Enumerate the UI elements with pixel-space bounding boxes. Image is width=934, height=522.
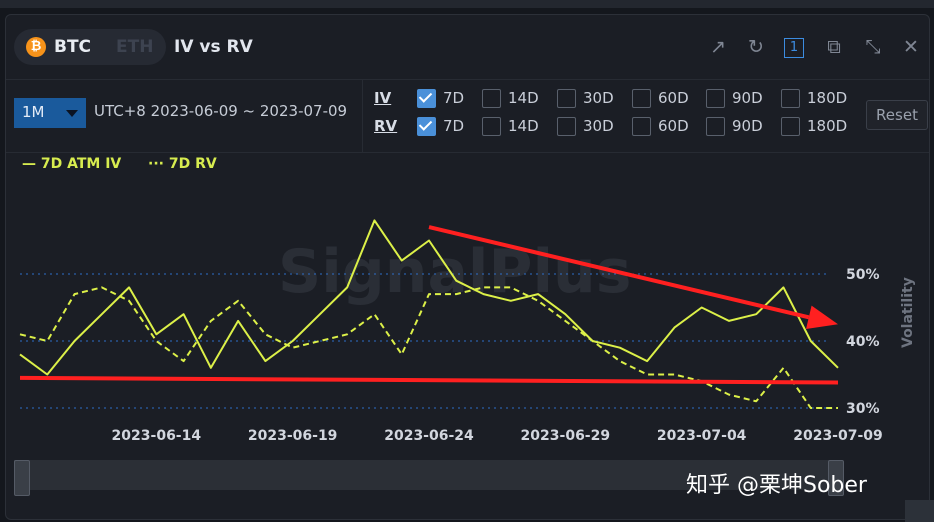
y-axis-label: Volatility [900,277,916,348]
layout-one-icon[interactable]: 1 [784,38,804,58]
range-select[interactable]: 1M [14,98,86,128]
signalplus-watermark: SignalPlus [278,237,631,307]
iv-7d-label: 7D [443,89,465,107]
rv-14d-checkbox[interactable] [482,117,501,136]
support-line [19,375,839,385]
rv-90d-label: 90D [732,117,763,135]
rv-row-label: RV [374,117,398,135]
iv-row-label: IV [374,89,392,107]
iv-14d-label: 14D [508,89,539,107]
coin-eth-tab[interactable]: ETH [116,37,154,57]
top-strip [0,0,934,8]
iv-30d-checkbox[interactable] [557,89,576,108]
corner-decoration [905,500,934,522]
controls-bar: 1M UTC+8 2023-06-09 ~ 2023-07-09 IV RV 7… [6,79,929,153]
x-tick-label: 2023-06-24 [384,428,474,444]
x-tick-label: 2023-07-09 [793,428,883,444]
iv-series-line [19,219,839,376]
panel-header: ₿ BTC ETH IV vs RV ↗ ↻ 1 ⧉ ⤡ ✕ [6,15,929,79]
iv-14d-checkbox[interactable] [482,89,501,108]
iv-60d-checkbox[interactable] [632,89,651,108]
rv-30d-label: 30D [583,117,614,135]
expand-icon[interactable]: ⤡ [865,36,881,58]
range-scrollbar[interactable] [14,460,840,490]
rv-90d-checkbox[interactable] [706,117,725,136]
divider [362,80,363,152]
rv-180d-label: 180D [807,117,848,135]
iv-90d-checkbox[interactable] [706,89,725,108]
x-tick-label: 2023-07-04 [657,428,747,444]
iv-7d-checkbox[interactable] [417,89,436,108]
y-tick-label: 30% [846,401,880,417]
rv-30d-checkbox[interactable] [557,117,576,136]
trend-arrow-head [806,305,838,329]
x-tick-label: 2023-06-19 [248,428,338,444]
iv-90d-label: 90D [732,89,763,107]
coin-switch[interactable]: ₿ BTC ETH [14,29,166,65]
rv-14d-label: 14D [508,117,539,135]
iv-60d-label: 60D [658,89,689,107]
range-value: 1M [22,103,45,121]
iv-rv-panel: ₿ BTC ETH IV vs RV ↗ ↻ 1 ⧉ ⤡ ✕ 1M UTC+8 … [5,14,930,520]
copy-icon[interactable]: ⧉ [827,36,841,58]
refresh-icon[interactable]: ↻ [748,36,764,58]
x-tick-label: 2023-06-29 [521,428,611,444]
external-link-icon[interactable]: ↗ [710,36,726,58]
legend-rv[interactable]: ··· 7D RV [148,156,217,172]
rv-60d-label: 60D [658,117,689,135]
close-icon[interactable]: ✕ [903,36,919,58]
trend-arrow-line [428,225,810,320]
rv-60d-checkbox[interactable] [632,117,651,136]
scroll-handle-right[interactable] [828,460,844,496]
rv-7d-label: 7D [443,117,465,135]
reset-button[interactable]: Reset [866,100,928,130]
scroll-handle-left[interactable] [14,460,30,496]
iv-30d-label: 30D [583,89,614,107]
iv-180d-checkbox[interactable] [781,89,800,108]
chevron-down-icon [66,110,78,117]
panel-title: IV vs RV [174,37,253,57]
y-tick-label: 50% [846,267,880,283]
x-tick-label: 2023-06-14 [112,428,202,444]
iv-180d-label: 180D [807,89,848,107]
coin-btc-tab[interactable]: BTC [54,37,92,57]
rv-7d-checkbox[interactable] [417,117,436,136]
legend-iv[interactable]: — 7D ATM IV [22,156,122,172]
footer-watermark: 知乎 @栗坤Sober [686,473,867,498]
rv-180d-checkbox[interactable] [781,117,800,136]
bitcoin-icon: ₿ [26,37,46,57]
date-range[interactable]: UTC+8 2023-06-09 ~ 2023-07-09 [94,102,348,120]
y-tick-label: 40% [846,334,880,350]
